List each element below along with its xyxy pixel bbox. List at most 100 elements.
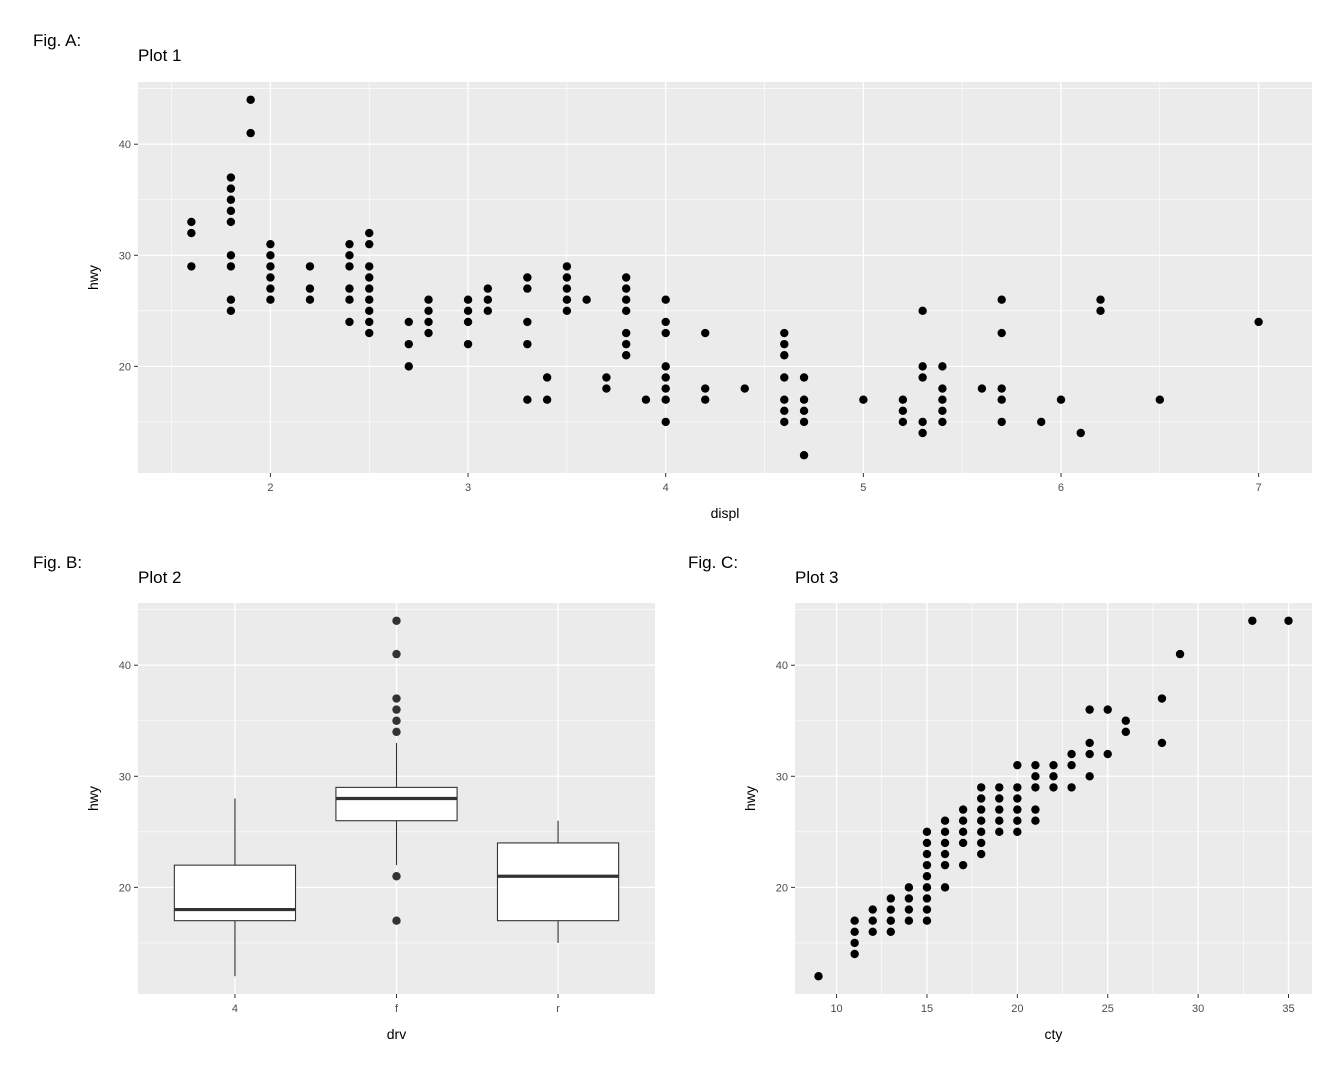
plot-1-y-tick-label: 40 [119,139,131,151]
plot-3-data-point [958,816,968,825]
plot-1-data-point [404,362,413,371]
plot-1-data-point [246,95,255,104]
plot-3-data-point [976,805,986,814]
plot-3-data-point [1085,772,1094,781]
plot-1-data-point [463,339,473,349]
plot-1-data-point [542,395,552,404]
plot-1-data-point [780,351,789,360]
plot-2-box [335,786,458,822]
plot-3-data-point [922,894,932,903]
plot-1-data-point [305,295,315,304]
plot-3-data-point [850,938,859,948]
plot-1-data-point [740,384,749,393]
plot-1-data-point [661,417,670,427]
plot-1-data-point [918,362,927,371]
plot-1-data-point [780,395,789,404]
plot-3-y-axis-title: hwy [742,786,758,811]
plot-3-data-point [1121,716,1131,725]
plot-2-x-tick-label: f [395,1003,399,1015]
plot-3-data-point [1284,616,1293,625]
plot-1-data-point [365,295,374,304]
plot-3-data-point [976,827,986,837]
plot-3-data-point [995,794,1004,803]
plot-1-data-point [621,351,631,360]
plot-3-data-point [922,827,932,837]
plot-3-data-point [904,883,914,892]
plot-1-data-point [226,184,236,193]
plot-3-data-point [940,883,950,892]
plot-3-x-tick-label: 20 [1011,1003,1023,1015]
plot-1-data-point [266,239,275,249]
plot-3-data-point [922,838,932,848]
plot-1-y-tick-label: 20 [119,361,131,373]
plot-2-outlier-point [392,649,401,659]
plot-3-data-point [940,816,950,825]
plot-1-data-point [226,173,236,182]
plot-1-data-point [621,339,631,349]
plot-3-data-point [904,905,914,914]
plot-1-data-point [621,273,631,282]
plot-1-data-point [365,273,374,282]
plot-1-data-point [463,317,473,327]
plot-3-data-point [1013,805,1022,814]
plot-1-data-point [938,395,947,404]
plot-3-data-point [904,894,914,903]
plot-1-y-axis-title: hwy [85,265,101,290]
plot-1-data-point [1254,317,1263,327]
plot-3-data-point [922,860,932,870]
plot-3-data-point [922,916,932,925]
plot-1-data-point [1056,395,1066,404]
plot-1-data-point [226,195,236,204]
plot-3-data-point [958,838,968,848]
plot-1-data-point [463,306,473,316]
plot-1-data-point [266,251,275,260]
plot-3-data-point [1085,749,1094,759]
plot-3-data-point [1103,705,1112,714]
plot-1-data-point [365,306,374,316]
plot-1-x-tick-label: 6 [1058,482,1064,494]
plot-1-data-point [226,262,236,271]
plot-1-data-point [187,217,196,227]
plot-1-x-tick-label: 3 [465,482,471,494]
plot-1-data-point [918,373,927,382]
plot-2-outlier-point [392,872,401,881]
plot-3-data-point [814,972,823,981]
plot-1-data-point [661,295,670,304]
plot-1-x-tick-label: 4 [663,482,669,494]
plot-2-outlier-point [392,616,401,625]
plot-3-data-point [995,827,1004,837]
plot-1-data-point [424,306,433,316]
plot-1-data-point [701,328,710,338]
plot-1-data-point [918,306,927,316]
plot-1-data-point [1096,295,1105,304]
plot-1-panel-background [138,82,1312,473]
plot-1-data-point [226,206,236,216]
plot-2-outlier-point [392,727,401,737]
plot-1-data-point [523,317,532,327]
plot-3-y-tick-label: 30 [776,771,788,783]
plot-1-data-point [997,384,1006,393]
plot-2-y-tick-label: 20 [119,882,131,894]
plot-3-data-point [850,949,859,959]
plot-1-data-point [345,239,354,249]
plot-1-data-point [187,228,196,238]
plot-1-data-point [266,295,275,304]
plot-3-data-point [1031,760,1040,770]
plot-1-data-point [523,339,532,349]
plot-3-data-point [1157,738,1167,748]
plot-3-data-point [976,849,986,859]
plot-1-data-point [898,417,908,427]
plot-1-data-point [226,295,236,304]
plot-3-data-point [922,849,932,859]
plot-1-y-tick-label: 30 [119,250,131,262]
plot-1-x-axis-title: displ [711,505,740,521]
plot-1-data-point [661,328,670,338]
plot-3-data-point [1085,738,1094,748]
plot-1-data-point [305,262,315,271]
plot-3-data-point [868,905,877,914]
plot-3-data-point [940,860,950,870]
plot-3-title: Plot 3 [795,568,839,587]
plot-1-data-point [1076,428,1085,438]
plot-1-data-point [523,273,532,282]
